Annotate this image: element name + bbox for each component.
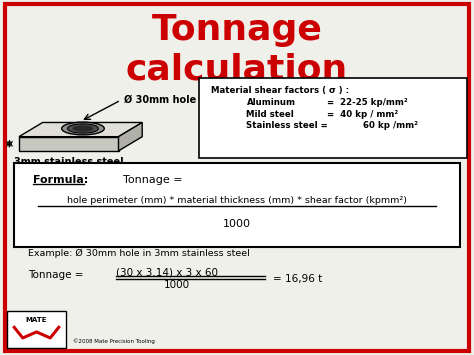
Text: Example: Ø 30mm hole in 3mm stainless steel: Example: Ø 30mm hole in 3mm stainless st… (28, 249, 250, 258)
Text: =  22-25 kp/mm²: = 22-25 kp/mm² (327, 98, 408, 108)
Text: 3mm stainless steel: 3mm stainless steel (14, 157, 124, 166)
Text: (30 x 3.14) x 3 x 60: (30 x 3.14) x 3 x 60 (116, 267, 218, 277)
Polygon shape (118, 122, 142, 151)
Text: Aluminum: Aluminum (246, 98, 295, 108)
Text: Tonnage: Tonnage (152, 13, 322, 47)
Text: ©2008 Mate Precision Tooling: ©2008 Mate Precision Tooling (73, 339, 155, 344)
FancyBboxPatch shape (14, 163, 460, 247)
Ellipse shape (72, 125, 93, 132)
Ellipse shape (62, 122, 104, 135)
Text: = 16,96 t: = 16,96 t (273, 274, 322, 284)
Text: Stainless steel =: Stainless steel = (246, 121, 328, 130)
Polygon shape (19, 137, 118, 151)
Polygon shape (19, 122, 142, 137)
Text: MATE: MATE (26, 317, 47, 323)
Text: 60 kp /mm²: 60 kp /mm² (363, 121, 418, 130)
Text: calculation: calculation (126, 52, 348, 86)
Text: =  40 kp / mm²: = 40 kp / mm² (327, 110, 398, 119)
Text: Tonnage =: Tonnage = (123, 175, 183, 185)
Text: 1000: 1000 (164, 280, 190, 290)
Text: Formula:: Formula: (33, 175, 89, 185)
Text: Mild steel: Mild steel (246, 110, 294, 119)
Text: Tonnage =: Tonnage = (28, 270, 87, 280)
Ellipse shape (67, 124, 99, 133)
FancyBboxPatch shape (199, 78, 467, 158)
Text: Ø 30mm hole: Ø 30mm hole (124, 94, 196, 104)
Text: Material shear factors ( σ ) :: Material shear factors ( σ ) : (211, 86, 349, 95)
Text: 1000: 1000 (223, 219, 251, 229)
FancyBboxPatch shape (7, 311, 66, 348)
Text: hole perimeter (mm) * material thickness (mm) * shear factor (kpmm²): hole perimeter (mm) * material thickness… (67, 196, 407, 205)
